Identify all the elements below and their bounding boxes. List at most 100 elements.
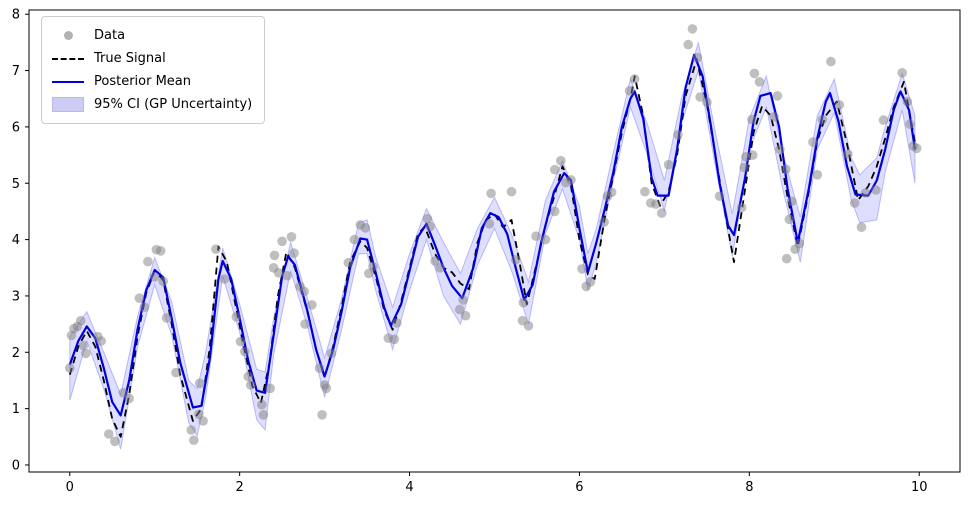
data-point	[871, 185, 881, 195]
data-point	[368, 261, 378, 272]
data-point	[787, 196, 797, 207]
data-point	[695, 92, 705, 102]
data-point	[186, 425, 196, 435]
legend-label: Posterior Mean	[94, 74, 192, 89]
data-point	[189, 435, 199, 446]
x-tick-label: 2	[236, 480, 244, 495]
data-point	[277, 236, 287, 247]
data-point	[566, 175, 576, 185]
data-point	[781, 253, 792, 264]
data-point	[585, 277, 596, 287]
data-point	[422, 213, 433, 224]
y-tick-label: 6	[12, 120, 20, 135]
legend-label: Data	[94, 28, 126, 43]
data-point	[769, 112, 779, 122]
data-point	[299, 286, 310, 297]
y-tick-label: 7	[12, 64, 20, 79]
y-tick-label: 2	[12, 346, 20, 361]
data-point	[540, 234, 551, 245]
data-point	[556, 155, 566, 166]
data-point	[282, 270, 293, 281]
data-point	[104, 429, 114, 439]
data-point	[326, 348, 337, 359]
data-point	[550, 164, 560, 175]
legend-item-posterior-mean: Posterior Mean	[52, 70, 252, 93]
data-point	[149, 272, 160, 282]
data-point	[134, 293, 145, 304]
data-point	[772, 91, 783, 101]
data-point	[775, 144, 785, 155]
data-point	[211, 244, 221, 254]
data-point	[747, 114, 757, 125]
data-point	[360, 223, 371, 233]
y-tick-label: 3	[12, 289, 20, 304]
data-point	[435, 263, 445, 273]
data-point	[749, 68, 760, 79]
data-point	[460, 310, 471, 321]
data-point	[510, 255, 521, 265]
data-point	[425, 221, 435, 232]
data-point	[155, 246, 166, 256]
data-point	[265, 383, 276, 394]
dashed-line-icon	[52, 57, 84, 60]
data-point	[458, 295, 468, 305]
legend: Data True Signal Posterior Mean 95% CI (…	[41, 16, 266, 124]
y-axis: 0 1 2 3 4 5 6 7 8	[12, 8, 29, 473]
x-tick-label: 10	[911, 480, 928, 495]
data-point	[198, 416, 208, 426]
x-tick-label: 8	[745, 480, 753, 495]
data-point	[714, 191, 725, 201]
data-point	[231, 312, 242, 322]
data-point	[484, 219, 495, 229]
data-point	[897, 68, 907, 78]
legend-item-data: Data	[52, 24, 252, 47]
data-point	[273, 268, 284, 278]
data-point	[96, 336, 106, 346]
plot-frame	[28, 9, 961, 473]
legend-label: True Signal	[94, 51, 166, 66]
data-point	[856, 222, 867, 232]
data-point	[849, 198, 860, 208]
y-tick-label: 4	[12, 233, 20, 248]
data-point	[739, 162, 749, 173]
data-point	[317, 410, 327, 420]
data-point	[878, 115, 889, 125]
data-point	[683, 39, 693, 50]
data-point	[736, 202, 747, 213]
x-tick-label: 0	[66, 480, 74, 495]
data-point	[624, 86, 635, 96]
data-point	[349, 234, 360, 245]
data-point	[158, 276, 168, 287]
data-point	[219, 274, 230, 284]
data-point	[531, 231, 541, 241]
data-point	[673, 130, 683, 140]
data-point	[194, 378, 205, 389]
data-point	[65, 363, 75, 373]
data-point	[657, 208, 667, 218]
data-point	[486, 188, 496, 199]
data-point	[161, 313, 172, 323]
data-point	[781, 164, 791, 174]
x-tick-label: 6	[575, 480, 583, 495]
data-point	[794, 238, 805, 249]
data-point	[518, 297, 529, 308]
data-point	[389, 334, 400, 345]
data-point	[550, 206, 560, 217]
data-point	[235, 336, 246, 347]
data-point	[640, 186, 650, 197]
x-tick-label: 4	[405, 480, 413, 495]
data-point	[663, 159, 674, 170]
data-point	[692, 52, 703, 63]
data-marker-icon	[52, 31, 84, 40]
data-point	[784, 214, 795, 225]
data-point	[314, 363, 325, 373]
solid-line-icon	[52, 80, 84, 83]
data-point	[307, 300, 317, 310]
data-point	[243, 371, 253, 382]
data-point	[392, 318, 402, 328]
data-point	[81, 348, 91, 359]
data-point	[902, 96, 913, 107]
data-point	[702, 97, 712, 107]
